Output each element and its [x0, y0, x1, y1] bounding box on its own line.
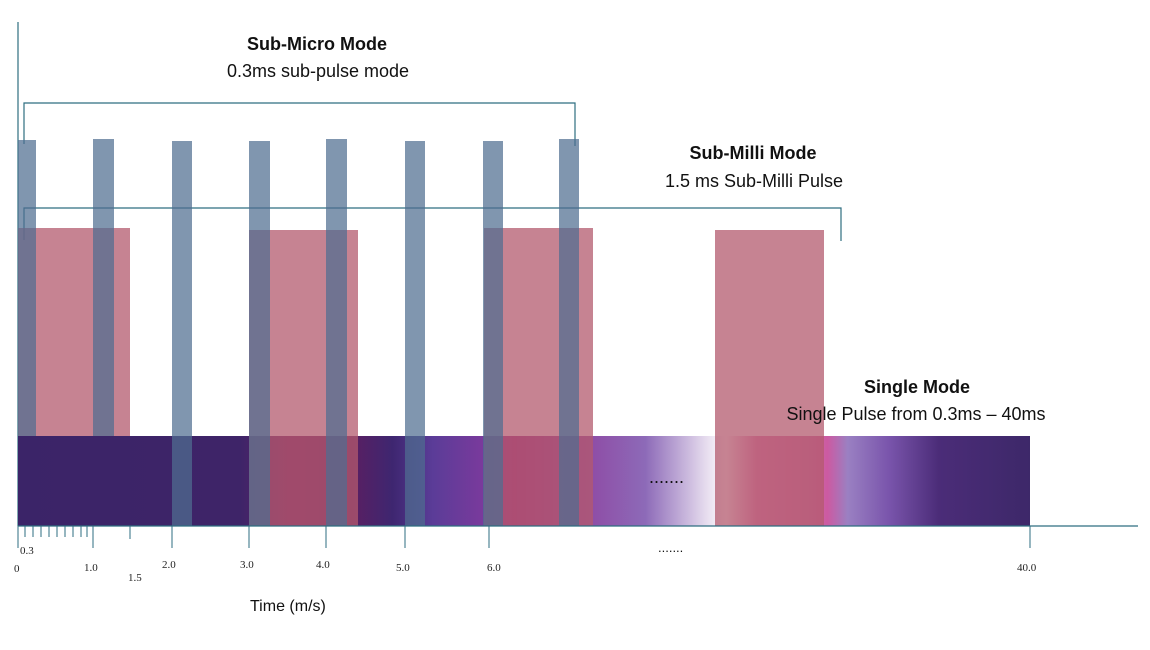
- sub-micro-title: Sub-Micro Mode: [247, 34, 387, 54]
- tick-label-0.3: 0.3: [20, 545, 34, 557]
- sub-micro-pulse: [483, 141, 503, 526]
- x-axis-label: Time (m/s): [250, 598, 326, 615]
- sub-micro-bracket: [23, 102, 576, 146]
- sub-micro-pulse: [93, 139, 114, 436]
- sub-milli-pulse: [715, 230, 824, 526]
- tick-label-4.0: 4.0: [316, 559, 330, 571]
- sub-micro-pulse: [249, 141, 270, 526]
- sub-milli-title: Sub-Milli Mode: [690, 143, 817, 163]
- sub-micro-pulse: [326, 139, 347, 526]
- minor-ticks: [24, 526, 88, 537]
- axis-ellipsis: .......: [658, 540, 683, 555]
- sub-micro-pulse: [18, 140, 36, 436]
- tick-label-3.0: 3.0: [240, 559, 254, 571]
- sub-micro-pulses: [18, 139, 579, 526]
- tick-label-40.0: 40.0: [1017, 562, 1037, 574]
- tick-label-6.0: 6.0: [487, 562, 501, 574]
- sub-milli-subtitle: 1.5 ms Sub-Milli Pulse: [665, 171, 843, 191]
- tick-label-5.0: 5.0: [396, 562, 410, 574]
- tick-label-0: 0: [14, 563, 20, 575]
- single-mode-subtitle: Single Pulse from 0.3ms – 40ms: [786, 404, 1045, 424]
- sub-micro-pulse: [405, 141, 425, 526]
- band-ellipsis: .......: [649, 467, 684, 487]
- sub-micro-pulse: [172, 141, 192, 526]
- tick-label-1.0: 1.0: [84, 562, 98, 574]
- sub-micro-pulse: [559, 139, 579, 526]
- sub-micro-subtitle: 0.3ms sub-pulse mode: [227, 61, 409, 81]
- single-mode-title: Single Mode: [864, 377, 970, 397]
- tick-label-2.0: 2.0: [162, 559, 176, 571]
- major-ticks: [17, 526, 1031, 548]
- tick-label-1.5: 1.5: [128, 572, 142, 584]
